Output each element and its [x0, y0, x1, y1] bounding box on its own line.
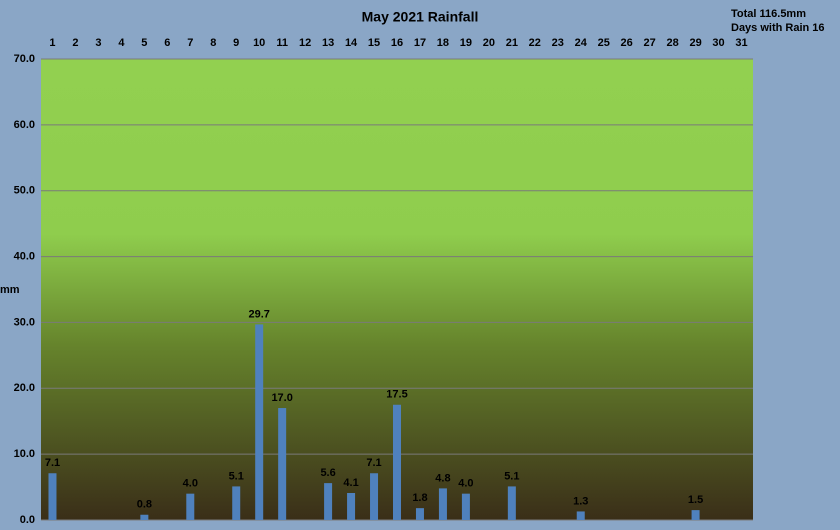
x-tick-label: 7 [187, 37, 193, 49]
y-tick-label: 30.0 [14, 316, 35, 328]
x-tick-label: 12 [299, 37, 311, 49]
x-tick-label: 18 [437, 37, 449, 49]
bar [576, 511, 585, 520]
x-tick-label: 23 [552, 37, 564, 49]
y-tick-label: 60.0 [14, 119, 35, 131]
x-tick-label: 11 [276, 37, 288, 49]
data-label: 17.0 [271, 392, 292, 404]
data-label: 5.1 [504, 470, 519, 482]
data-label: 1.3 [573, 495, 588, 507]
x-tick-label: 25 [598, 37, 610, 49]
data-label: 29.7 [248, 308, 269, 320]
x-tick-label: 19 [460, 37, 472, 49]
x-tick-label: 13 [322, 37, 334, 49]
bar [415, 508, 424, 520]
y-tick-label: 70.0 [14, 53, 35, 65]
annotation: Days with Rain 16 [731, 22, 825, 34]
x-tick-label: 1 [49, 37, 55, 49]
bar [324, 483, 333, 520]
x-tick-label: 10 [253, 37, 265, 49]
y-tick-label: 0.0 [20, 514, 35, 526]
x-tick-label: 31 [735, 37, 747, 49]
bar [370, 473, 379, 520]
x-tick-label: 21 [506, 37, 518, 49]
x-tick-label: 26 [621, 37, 633, 49]
bar [393, 404, 401, 520]
bar [186, 493, 195, 520]
x-tick-label: 17 [414, 37, 426, 49]
data-label: 5.1 [229, 470, 244, 482]
x-tick-label: 5 [141, 37, 147, 49]
data-label: 1.5 [688, 494, 703, 506]
chart-title: May 2021 Rainfall [362, 9, 479, 25]
x-tick-label: 4 [118, 37, 125, 49]
data-label: 4.1 [343, 477, 358, 489]
bar [438, 488, 447, 520]
data-label: 17.5 [386, 389, 407, 401]
annotation: Total 116.5mm [731, 8, 806, 20]
bar [255, 324, 264, 520]
data-label: 5.6 [320, 467, 335, 479]
bar [278, 408, 287, 520]
x-tick-label: 28 [666, 37, 678, 49]
data-label: 7.1 [366, 457, 381, 469]
data-label: 4.0 [183, 478, 198, 490]
y-tick-label: 20.0 [14, 382, 35, 394]
data-label: 0.8 [137, 499, 152, 511]
x-tick-label: 27 [644, 37, 656, 49]
x-tick-label: 9 [233, 37, 239, 49]
bar [507, 486, 516, 520]
bar [461, 493, 470, 520]
x-tick-label: 3 [95, 37, 101, 49]
x-tick-label: 2 [72, 37, 78, 49]
data-label: 1.8 [412, 492, 427, 504]
x-tick-label: 29 [689, 37, 701, 49]
bar [48, 473, 57, 520]
x-tick-label: 30 [712, 37, 724, 49]
x-tick-label: 14 [345, 37, 358, 49]
y-tick-label: 50.0 [14, 185, 35, 197]
bar [691, 510, 700, 520]
data-label: 4.0 [458, 478, 473, 490]
y-axis-label: mm [0, 284, 20, 296]
x-tick-label: 24 [575, 37, 588, 49]
x-tick-label: 20 [483, 37, 495, 49]
bar [347, 492, 356, 520]
bar [140, 514, 149, 520]
bar [232, 486, 241, 520]
y-tick-label: 40.0 [14, 250, 35, 262]
data-label: 4.8 [435, 472, 450, 484]
x-tick-label: 16 [391, 37, 403, 49]
x-tick-label: 6 [164, 37, 170, 49]
data-label: 7.1 [45, 457, 60, 469]
y-tick-label: 10.0 [14, 448, 35, 460]
x-tick-label: 15 [368, 37, 380, 49]
x-tick-label: 22 [529, 37, 541, 49]
x-tick-label: 8 [210, 37, 216, 49]
